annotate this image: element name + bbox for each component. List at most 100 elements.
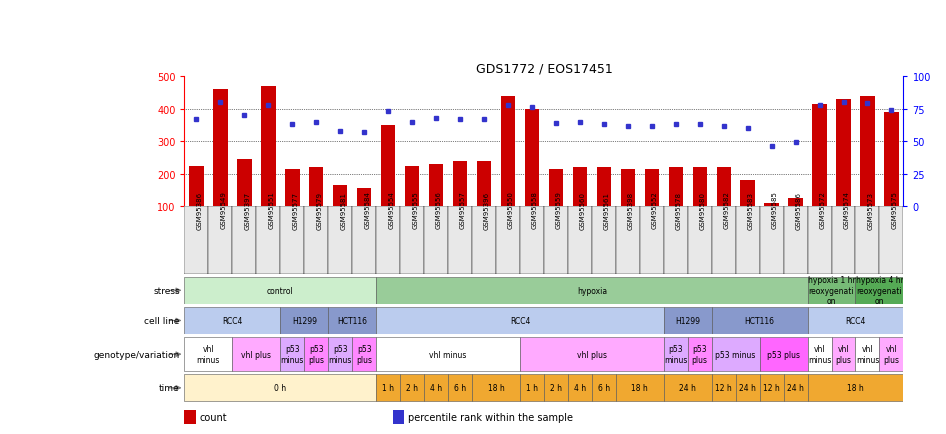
Bar <box>597 168 611 207</box>
Bar <box>788 198 803 207</box>
Bar <box>664 375 711 401</box>
Bar <box>328 207 352 274</box>
Text: 24 h: 24 h <box>739 384 756 392</box>
Text: RCC4: RCC4 <box>846 316 866 325</box>
Bar <box>544 207 568 274</box>
Text: 2 h: 2 h <box>550 384 562 392</box>
Text: GSM95575: GSM95575 <box>891 191 898 229</box>
Text: hypoxia: hypoxia <box>577 286 607 295</box>
Bar <box>808 277 855 304</box>
Text: GSM95550: GSM95550 <box>508 191 514 229</box>
Text: GSM95559: GSM95559 <box>556 191 562 229</box>
Bar <box>352 338 377 371</box>
Bar <box>448 207 472 274</box>
Bar <box>472 375 520 401</box>
Bar <box>184 277 377 304</box>
Text: p53
plus: p53 plus <box>692 345 708 364</box>
Text: GSM95557: GSM95557 <box>460 191 466 229</box>
Bar <box>711 338 760 371</box>
Text: GSM95585: GSM95585 <box>772 191 778 229</box>
Text: RCC4: RCC4 <box>510 316 530 325</box>
Bar <box>760 375 783 401</box>
Text: GSM95582: GSM95582 <box>724 191 729 229</box>
Bar <box>644 169 659 207</box>
Text: vhl plus: vhl plus <box>577 350 607 359</box>
Text: 0 h: 0 h <box>274 384 287 392</box>
Text: p53 plus: p53 plus <box>767 350 800 359</box>
Text: hypoxia 4 hr
reoxygenati
on: hypoxia 4 hr reoxygenati on <box>855 276 903 306</box>
Text: 24 h: 24 h <box>787 384 804 392</box>
Bar <box>741 181 755 207</box>
Text: vhl
minus: vhl minus <box>856 345 879 364</box>
Bar <box>664 338 688 371</box>
Bar <box>448 375 472 401</box>
Bar <box>377 375 400 401</box>
Text: 24 h: 24 h <box>679 384 696 392</box>
Bar <box>309 168 324 207</box>
Bar <box>472 207 496 274</box>
Bar <box>328 338 352 371</box>
Text: GSM95558: GSM95558 <box>532 191 538 229</box>
Bar <box>880 338 903 371</box>
Bar <box>184 410 196 424</box>
Text: 12 h: 12 h <box>715 384 732 392</box>
Text: cell line: cell line <box>145 316 180 325</box>
Bar <box>357 189 372 207</box>
Bar <box>500 96 516 207</box>
Bar <box>237 160 252 207</box>
Bar <box>855 207 880 274</box>
Text: p53
minus: p53 minus <box>281 345 304 364</box>
Bar <box>664 207 688 274</box>
Bar <box>764 204 779 207</box>
Bar <box>424 207 448 274</box>
Bar <box>544 375 568 401</box>
Bar <box>760 338 808 371</box>
Text: p53 minus: p53 minus <box>715 350 756 359</box>
Text: p53
minus: p53 minus <box>328 345 352 364</box>
Bar <box>400 207 424 274</box>
Text: 18 h: 18 h <box>847 384 864 392</box>
Text: 6 h: 6 h <box>454 384 466 392</box>
Bar <box>669 168 683 207</box>
Text: p53
plus: p53 plus <box>357 345 372 364</box>
Bar <box>496 207 520 274</box>
Text: H1299: H1299 <box>675 316 700 325</box>
Text: GSM95386: GSM95386 <box>197 191 202 229</box>
Bar <box>808 307 903 334</box>
Bar <box>832 207 855 274</box>
Text: vhl
minus: vhl minus <box>197 345 220 364</box>
Text: 6 h: 6 h <box>598 384 610 392</box>
Text: GSM95580: GSM95580 <box>700 191 706 229</box>
Text: GSM95583: GSM95583 <box>747 191 754 229</box>
Text: p53
minus: p53 minus <box>664 345 688 364</box>
Text: genotype/variation: genotype/variation <box>94 350 180 359</box>
Text: GSM95577: GSM95577 <box>292 191 298 229</box>
Bar <box>664 307 711 334</box>
Text: RCC4: RCC4 <box>222 316 242 325</box>
Bar <box>592 375 616 401</box>
Bar <box>184 307 280 334</box>
Text: GSM95396: GSM95396 <box>484 191 490 229</box>
Bar <box>813 105 827 207</box>
Bar <box>549 169 563 207</box>
Bar <box>736 207 760 274</box>
Bar <box>808 338 832 371</box>
Bar <box>808 207 832 274</box>
Bar <box>213 90 228 207</box>
Bar <box>783 375 808 401</box>
Bar <box>280 207 305 274</box>
Bar <box>568 375 592 401</box>
Bar <box>592 207 616 274</box>
Text: GSM95572: GSM95572 <box>819 191 826 229</box>
Text: GSM95551: GSM95551 <box>269 191 274 229</box>
Bar <box>855 338 880 371</box>
Bar <box>184 338 233 371</box>
Bar <box>328 307 377 334</box>
Text: GSM95556: GSM95556 <box>436 191 442 229</box>
Bar <box>424 375 448 401</box>
Bar <box>333 186 347 207</box>
Bar <box>305 338 328 371</box>
Bar <box>305 207 328 274</box>
Bar <box>400 375 424 401</box>
Bar <box>377 307 664 334</box>
